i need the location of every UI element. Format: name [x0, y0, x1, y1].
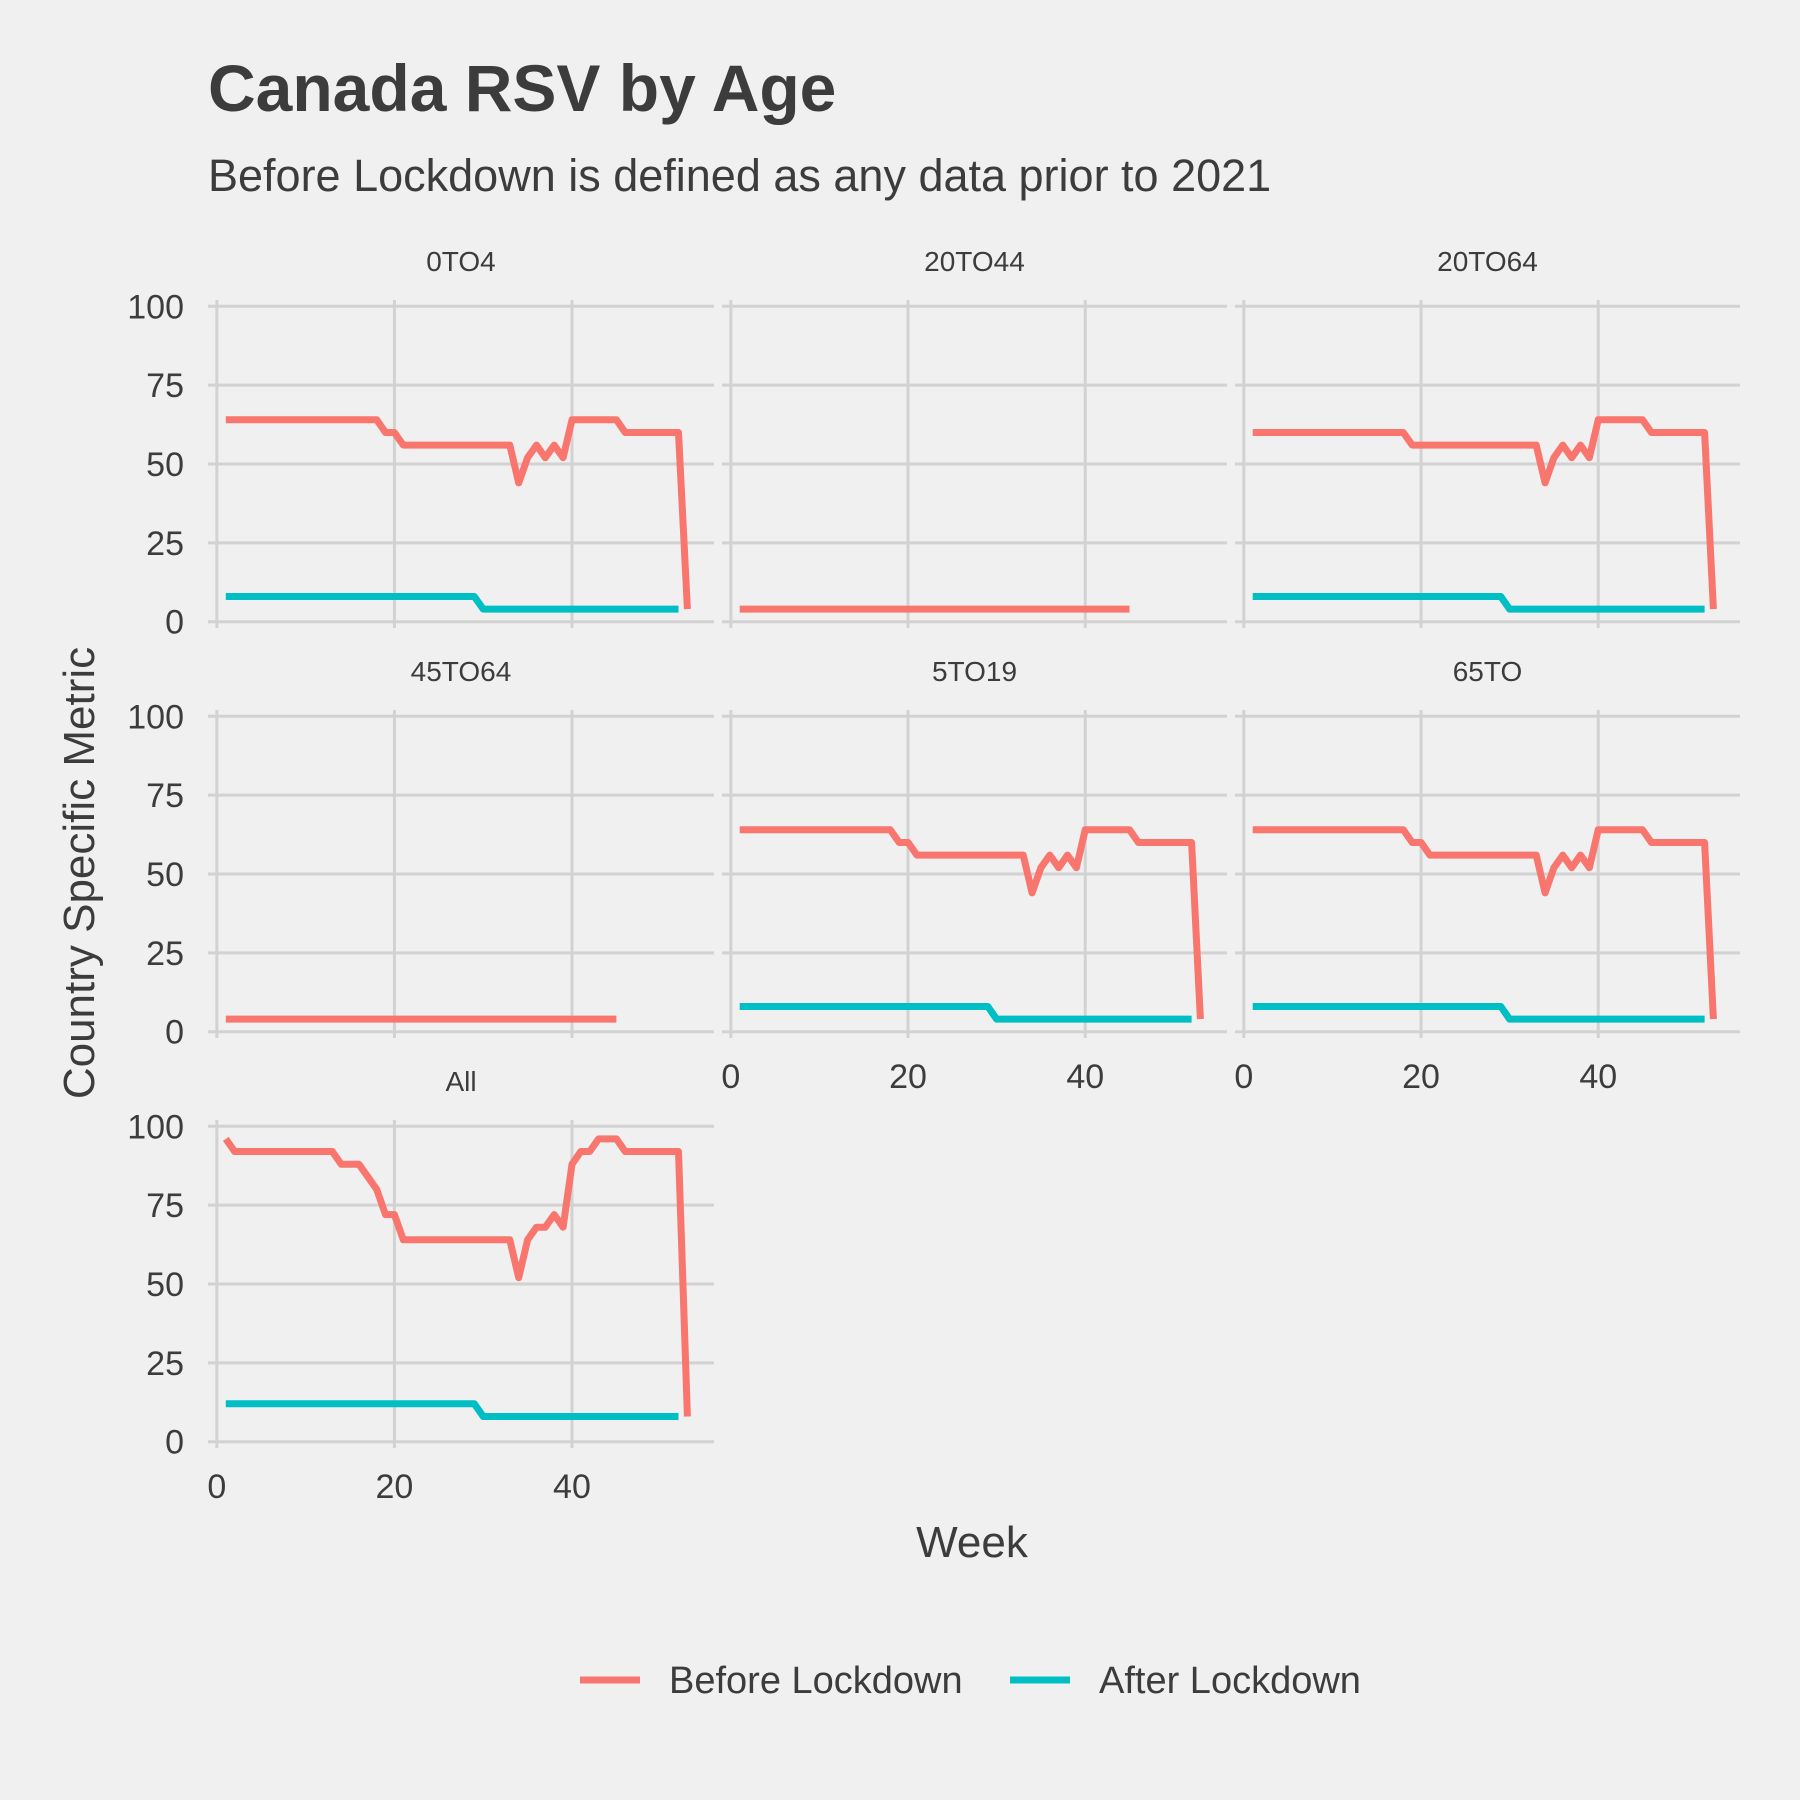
- y-tick-label: 25: [146, 935, 184, 973]
- x-tick-label: 0: [207, 1468, 226, 1506]
- series-line-before-lockdown: [225, 416, 691, 610]
- panel-45to64: 45TO64 0 25 50 75 100: [127, 656, 714, 1052]
- x-tick-label: 40: [1579, 1058, 1617, 1096]
- y-tick-label: 50: [146, 856, 184, 894]
- y-tick-label: 100: [127, 1108, 184, 1146]
- y-tick-label: 100: [127, 288, 184, 326]
- y-tick-label: 50: [146, 1266, 184, 1304]
- y-axis-title: Country Specific Metric: [55, 647, 104, 1099]
- y-tick-label: 75: [146, 1187, 184, 1225]
- series-line-after-lockdown: [1252, 1003, 1705, 1023]
- panel-0to4: 0TO4 0 25 50 75 100: [127, 246, 714, 642]
- panel-20to64: 20TO64: [1235, 246, 1740, 628]
- y-tick-label: 0: [165, 604, 184, 642]
- y-tick-label: 100: [127, 698, 184, 736]
- legend-label-before-lockdown: Before Lockdown: [669, 1660, 963, 1702]
- legend: Before Lockdown After Lockdown: [580, 1660, 1361, 1702]
- facet-panels: 0TO4 0 25 50 75 100 20TO44 20TO64 45TO64 0 25 50 75 1…: [127, 246, 1740, 1506]
- series-line-before-lockdown: [1252, 416, 1717, 610]
- chart-subtitle: Before Lockdown is defined as any data p…: [208, 150, 1271, 201]
- y-tick-label: 0: [165, 1424, 184, 1462]
- x-tick-label: 20: [889, 1058, 927, 1096]
- x-tick-label: 20: [1402, 1058, 1440, 1096]
- panel-20to44: 20TO44: [722, 246, 1227, 628]
- series-line-after-lockdown: [225, 1400, 679, 1420]
- series-line-before-lockdown: [222, 1135, 691, 1417]
- strip-label: 20TO64: [1437, 246, 1538, 277]
- x-tick-label: 40: [553, 1468, 591, 1506]
- strip-label: 5TO19: [932, 656, 1017, 687]
- panel-all: All 0 25 50 75 100 0 20 40: [127, 1066, 714, 1506]
- series-line-after-lockdown: [739, 1003, 1192, 1023]
- series-line-after-lockdown: [225, 593, 679, 613]
- x-tick-label: 40: [1066, 1058, 1104, 1096]
- x-tick-label: 0: [1234, 1058, 1253, 1096]
- series-line-before-lockdown: [739, 826, 1204, 1020]
- x-axis-title: Week: [916, 1518, 1029, 1567]
- strip-label: 20TO44: [924, 246, 1025, 277]
- panel-65to: 65TO 0 20 40: [1234, 656, 1740, 1096]
- series-line-after-lockdown: [1252, 593, 1705, 613]
- strip-label: 45TO64: [411, 656, 512, 687]
- series-line-before-lockdown: [1252, 826, 1717, 1020]
- y-tick-label: 75: [146, 777, 184, 815]
- x-tick-label: 20: [376, 1468, 414, 1506]
- y-tick-label: 75: [146, 367, 184, 405]
- panel-5to19: 5TO19 0 20 40: [721, 656, 1227, 1096]
- legend-label-after-lockdown: After Lockdown: [1099, 1660, 1361, 1702]
- strip-label: All: [445, 1066, 476, 1097]
- y-tick-label: 0: [165, 1014, 184, 1052]
- strip-label: 65TO: [1453, 656, 1523, 687]
- x-tick-label: 0: [721, 1058, 740, 1096]
- chart-title: Canada RSV by Age: [208, 51, 836, 125]
- y-tick-label: 50: [146, 446, 184, 484]
- strip-label: 0TO4: [426, 246, 496, 277]
- y-tick-label: 25: [146, 1345, 184, 1383]
- y-tick-label: 25: [146, 525, 184, 563]
